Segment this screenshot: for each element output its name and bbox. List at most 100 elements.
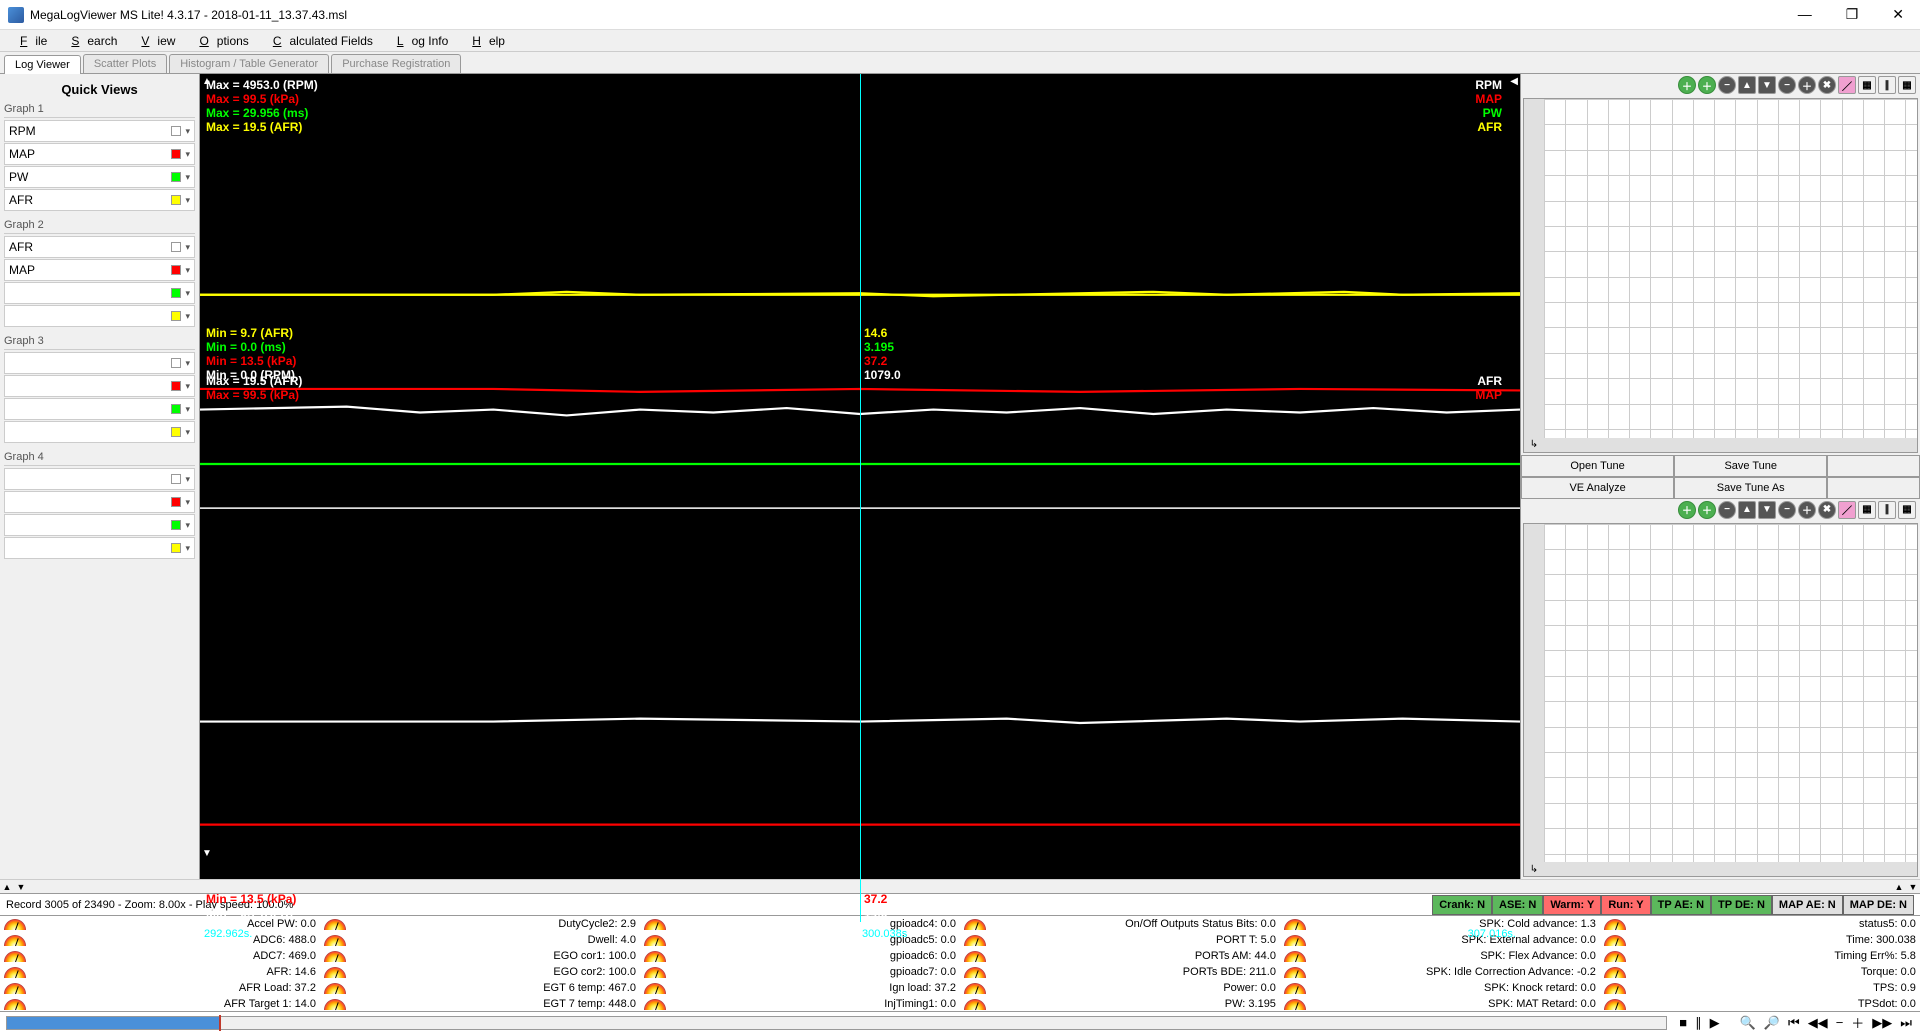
table1-grid1-button[interactable]: ▦ <box>1858 76 1876 94</box>
field-selector[interactable]: ▾ <box>4 398 195 420</box>
close-button[interactable]: ✕ <box>1884 4 1912 25</box>
gauge-item[interactable]: SPK: Knock retard: 0.0 <box>1280 980 1600 996</box>
graph-scroll-left-icon[interactable]: ◀ <box>1510 76 1518 87</box>
menu-search[interactable]: Search <box>55 32 125 50</box>
field-selector[interactable]: ▾ <box>4 375 195 397</box>
tab-scatter-plots[interactable]: Scatter Plots <box>83 54 167 73</box>
play-button[interactable]: ▶ <box>1708 1015 1722 1031</box>
table2-minus-button[interactable]: − <box>1718 501 1736 519</box>
gauge-item[interactable]: gpioadc7: 0.0 <box>640 964 960 980</box>
menu-view[interactable]: View <box>125 32 183 50</box>
dropdown-icon[interactable]: ▾ <box>185 242 190 253</box>
step-fwd-button[interactable]: ＋ <box>1849 1013 1866 1032</box>
dropdown-icon[interactable]: ▾ <box>185 265 190 276</box>
table2-grid[interactable]: ↳ <box>1523 523 1918 878</box>
table2-down-button[interactable]: ▼ <box>1758 501 1776 519</box>
table1-grid3-button[interactable]: ▦ <box>1898 76 1916 94</box>
field-selector[interactable]: ▾ <box>4 421 195 443</box>
gauge-item[interactable]: EGT 7 temp: 448.0 <box>320 996 640 1012</box>
dropdown-icon[interactable]: ▾ <box>185 311 190 322</box>
gauge-item[interactable]: PW: 3.195 <box>960 996 1280 1012</box>
scroll-down-icon[interactable]: ▼ <box>202 848 212 859</box>
gauge-item[interactable]: gpioadc6: 0.0 <box>640 948 960 964</box>
table1-minus2-button[interactable]: − <box>1778 76 1796 94</box>
field-selector[interactable]: PW▾ <box>4 166 195 188</box>
gauge-item[interactable]: Torque: 0.0 <box>1600 964 1920 980</box>
step-back-button[interactable]: − <box>1834 1015 1846 1030</box>
table2-add2-button[interactable]: ＋ <box>1698 501 1716 519</box>
table2-grid2-button[interactable]: ∥ <box>1878 501 1896 519</box>
table1-add2-button[interactable]: ＋ <box>1698 76 1716 94</box>
dropdown-icon[interactable]: ▾ <box>185 126 190 137</box>
gauge-item[interactable]: SPK: MAT Retard: 0.0 <box>1280 996 1600 1012</box>
maximize-button[interactable]: ❐ <box>1838 4 1867 25</box>
dropdown-icon[interactable]: ▾ <box>185 288 190 299</box>
field-selector[interactable]: AFR▾ <box>4 189 195 211</box>
table1-minus-button[interactable]: − <box>1718 76 1736 94</box>
gauge-item[interactable]: SPK: Idle Correction Advance: -0.2 <box>1280 964 1600 980</box>
graph-area[interactable]: ▲ Max = 4953.0 (RPM)Max = 99.5 (kPa)Max … <box>200 74 1520 879</box>
table1-down-button[interactable]: ▼ <box>1758 76 1776 94</box>
gauge-item[interactable]: SPK: Flex Advance: 0.0 <box>1280 948 1600 964</box>
tab-log-viewer[interactable]: Log Viewer <box>4 55 81 74</box>
forward-button[interactable]: ▶▶ <box>1870 1015 1894 1031</box>
field-selector[interactable]: MAP▾ <box>4 143 195 165</box>
zoom-out-button[interactable]: 🔍 <box>1738 1015 1758 1031</box>
minimize-button[interactable]: — <box>1790 4 1820 25</box>
gauge-item[interactable]: Timing Err%: 5.8 <box>1600 948 1920 964</box>
table2-edit-button[interactable]: ／ <box>1838 501 1856 519</box>
dropdown-icon[interactable]: ▾ <box>185 172 190 183</box>
table1-multiply-button[interactable]: ✖ <box>1818 76 1836 94</box>
gauge-item[interactable]: ADC7: 469.0 <box>0 948 320 964</box>
field-selector[interactable]: ▾ <box>4 282 195 304</box>
dropdown-icon[interactable]: ▾ <box>185 474 190 485</box>
field-selector[interactable]: AFR▾ <box>4 236 195 258</box>
gauge-item[interactable]: TPS: 0.9 <box>1600 980 1920 996</box>
gauge-item[interactable]: EGO cor1: 100.0 <box>320 948 640 964</box>
table1-edit-button[interactable]: ／ <box>1838 76 1856 94</box>
field-selector[interactable]: ▾ <box>4 352 195 374</box>
dropdown-icon[interactable]: ▾ <box>185 358 190 369</box>
dropdown-icon[interactable]: ▾ <box>185 149 190 160</box>
dropdown-icon[interactable]: ▾ <box>185 404 190 415</box>
save-tune-button[interactable]: Save Tune <box>1674 455 1827 477</box>
dropdown-icon[interactable]: ▾ <box>185 427 190 438</box>
table2-up-button[interactable]: ▲ <box>1738 501 1756 519</box>
dropdown-icon[interactable]: ▾ <box>185 381 190 392</box>
tune-blank2-button[interactable] <box>1827 477 1920 499</box>
gauge-item[interactable]: InjTiming1: 0.0 <box>640 996 960 1012</box>
table2-minus2-button[interactable]: − <box>1778 501 1796 519</box>
pause-button[interactable]: ∥ <box>1693 1015 1704 1031</box>
skip-end-button[interactable]: ⏭ <box>1898 1015 1914 1031</box>
gauge-item[interactable]: Power: 0.0 <box>960 980 1280 996</box>
skip-start-button[interactable]: ⏮ <box>1786 1015 1802 1031</box>
rewind-button[interactable]: ◀◀ <box>1806 1015 1830 1031</box>
gauge-item[interactable]: Ign load: 37.2 <box>640 980 960 996</box>
menu-help[interactable]: Help <box>456 32 513 50</box>
tab-purchase[interactable]: Purchase Registration <box>331 54 461 73</box>
field-selector[interactable]: ▾ <box>4 468 195 490</box>
tune-blank-button[interactable] <box>1827 455 1920 477</box>
table2-plus-button[interactable]: ＋ <box>1798 501 1816 519</box>
gauge-item[interactable]: Time: 300.038 <box>1600 932 1920 948</box>
progress-bar[interactable] <box>6 1016 1667 1030</box>
menu-options[interactable]: Options <box>183 32 256 50</box>
tab-histogram[interactable]: Histogram / Table Generator <box>169 54 329 73</box>
dropdown-icon[interactable]: ▾ <box>185 543 190 554</box>
zoom-in-button[interactable]: 🔎 <box>1762 1015 1782 1031</box>
table1-plus-button[interactable]: ＋ <box>1798 76 1816 94</box>
table2-multiply-button[interactable]: ✖ <box>1818 501 1836 519</box>
gauge-item[interactable]: PORTs BDE: 211.0 <box>960 964 1280 980</box>
field-selector[interactable]: ▾ <box>4 305 195 327</box>
hscroll-down-icon[interactable]: ▼ <box>14 882 28 892</box>
gauge-item[interactable]: AFR Target 1: 14.0 <box>0 996 320 1012</box>
table2-grid1-button[interactable]: ▦ <box>1858 501 1876 519</box>
gauge-item[interactable]: TPSdot: 0.0 <box>1600 996 1920 1012</box>
table1-up-button[interactable]: ▲ <box>1738 76 1756 94</box>
field-selector[interactable]: ▾ <box>4 491 195 513</box>
table2-add1-button[interactable]: ＋ <box>1678 501 1696 519</box>
menu-log-info[interactable]: Log Info <box>381 32 456 50</box>
gauge-item[interactable]: EGT 6 temp: 467.0 <box>320 980 640 996</box>
table1-grid[interactable]: ↳ <box>1523 98 1918 453</box>
time-cursor[interactable] <box>860 74 861 922</box>
